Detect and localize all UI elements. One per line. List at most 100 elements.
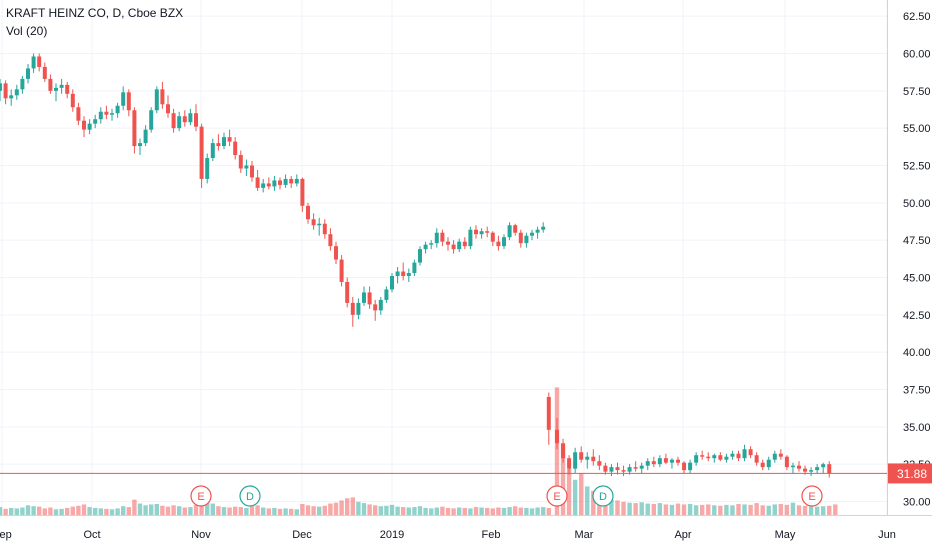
volume-bar xyxy=(294,509,299,515)
volume-bar xyxy=(115,508,120,515)
volume-bar xyxy=(3,508,8,515)
candle xyxy=(567,455,572,475)
volume-bar xyxy=(501,507,507,515)
y-tick-label: 52.50 xyxy=(903,161,931,173)
candle xyxy=(222,132,226,150)
volume-bar xyxy=(479,507,484,515)
candle xyxy=(233,137,238,160)
candle xyxy=(182,110,187,127)
volume-bar xyxy=(468,508,473,515)
candle xyxy=(772,450,777,463)
volume-bar xyxy=(143,505,148,515)
candle xyxy=(694,452,699,466)
volume-bar xyxy=(473,507,479,515)
volume-bar xyxy=(766,505,771,515)
volume-bar xyxy=(266,508,271,515)
volume-bar xyxy=(833,504,838,515)
volume-bar xyxy=(609,499,614,515)
candle xyxy=(633,461,638,472)
candle xyxy=(742,444,747,462)
volume-bar xyxy=(238,507,243,515)
candle xyxy=(418,246,422,266)
volume-bar xyxy=(742,504,747,515)
volume-bar xyxy=(401,507,406,515)
volume-bar xyxy=(249,506,255,515)
price-axis[interactable]: 62.50 60.00 57.50 55.00 52.50 50.00 47.50 45.00… xyxy=(903,11,931,508)
volume-bar xyxy=(681,504,687,515)
candle xyxy=(561,438,566,463)
candle xyxy=(54,83,58,102)
volume-bar xyxy=(554,387,560,515)
volume-bar xyxy=(255,505,260,515)
time-axis[interactable]: Sep Oct Nov Dec 2019 Feb Mar Apr May Jun xyxy=(0,529,896,541)
volume-bar xyxy=(0,507,3,515)
volume-bar xyxy=(535,507,540,515)
candle xyxy=(70,89,75,112)
volume-bar xyxy=(529,508,535,515)
candle xyxy=(778,449,783,460)
volume-bar xyxy=(633,503,638,515)
candle xyxy=(591,449,596,466)
candle xyxy=(26,63,30,84)
volume-bar xyxy=(572,479,578,515)
candle xyxy=(121,86,126,111)
volume-bar xyxy=(412,507,417,515)
volume-bar xyxy=(356,501,361,515)
earnings-marker[interactable]: E xyxy=(190,485,212,507)
dividend-marker[interactable]: D xyxy=(239,485,261,507)
volume-bar xyxy=(81,504,87,515)
volume-bar xyxy=(651,504,656,515)
candle xyxy=(676,456,680,466)
volume-bar xyxy=(333,502,339,515)
volume-bar xyxy=(31,506,36,515)
candle xyxy=(724,453,729,463)
volume-bar xyxy=(700,504,705,515)
volume-bar xyxy=(165,506,171,515)
price-candles xyxy=(0,53,832,478)
svg-text:D: D xyxy=(246,491,254,503)
earnings-marker[interactable]: E xyxy=(546,485,568,507)
volume-bar xyxy=(591,490,596,515)
candle xyxy=(663,453,668,465)
volume-bar xyxy=(210,503,215,515)
candle xyxy=(507,222,512,241)
candle xyxy=(474,225,478,239)
volume-bar xyxy=(311,506,316,515)
volume-bar xyxy=(277,508,283,515)
candle xyxy=(143,125,148,147)
candle xyxy=(530,229,534,241)
earnings-marker[interactable]: E xyxy=(801,485,823,507)
candle xyxy=(177,111,182,132)
candle xyxy=(266,177,271,190)
volume-bar xyxy=(59,508,64,515)
volume-bar xyxy=(524,507,529,515)
candle xyxy=(0,78,2,102)
volume-bar xyxy=(289,508,294,515)
candle xyxy=(815,464,820,474)
candle xyxy=(555,417,559,450)
candle xyxy=(821,462,826,474)
candle xyxy=(98,107,103,124)
candle xyxy=(378,296,383,315)
candle xyxy=(462,237,467,250)
dividend-marker[interactable]: D xyxy=(592,485,614,507)
candle xyxy=(401,262,406,281)
x-tick-label: Sep xyxy=(0,529,12,541)
volume-bar xyxy=(171,505,176,515)
candle xyxy=(651,456,656,468)
candle xyxy=(446,237,450,251)
volume-bar xyxy=(121,506,126,515)
volume-bar xyxy=(384,505,389,515)
candle xyxy=(669,458,674,469)
volume-indicator-title[interactable]: Vol (20) xyxy=(6,24,48,38)
x-tick-label: May xyxy=(775,529,796,541)
volume-bar xyxy=(25,505,31,515)
candle xyxy=(412,259,417,277)
candle xyxy=(573,447,578,474)
candle xyxy=(384,286,389,303)
candle xyxy=(20,75,25,94)
symbol-title[interactable]: KRAFT HEINZ CO, D, Cboe BZX xyxy=(6,6,184,20)
candle xyxy=(434,228,439,248)
